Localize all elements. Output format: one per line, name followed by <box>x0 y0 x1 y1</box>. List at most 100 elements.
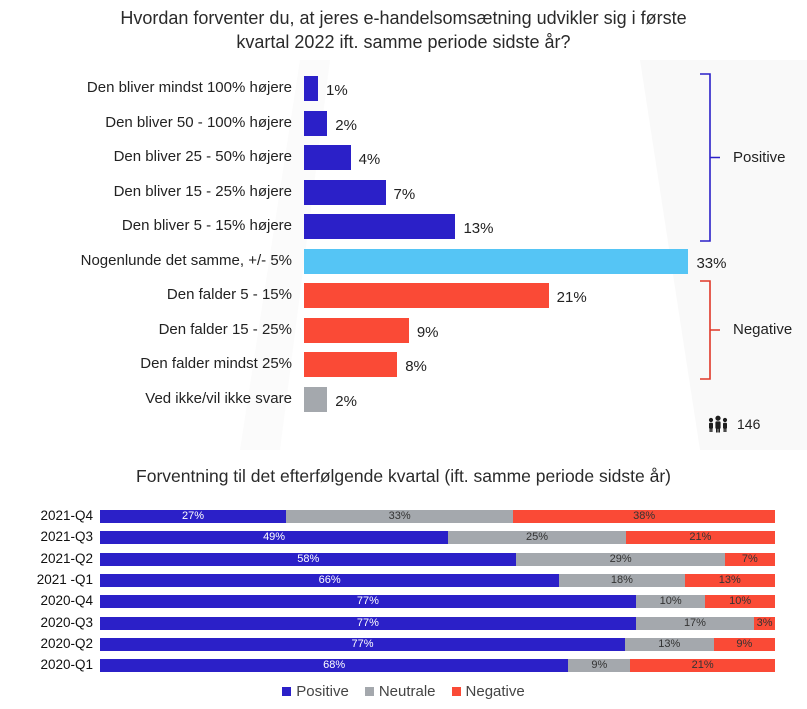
stacked-segment <box>568 659 631 673</box>
category-label: Ved ikke/vil ikke svare <box>145 389 292 407</box>
category-label: Den bliver 50 - 100% højere <box>105 113 292 131</box>
data-label: 2% <box>335 116 357 134</box>
bar <box>304 145 351 170</box>
segment-label: 7% <box>741 552 758 565</box>
stacked-segment <box>754 616 775 630</box>
stacked-segment <box>513 510 775 523</box>
stacked-segment <box>630 659 775 673</box>
segment-label: 10% <box>659 595 682 608</box>
legend-item: Negative <box>451 683 525 700</box>
segment-label: 49% <box>263 531 286 544</box>
chart-legend: Positive Neutrale Negative <box>0 683 807 700</box>
segment-label: 21% <box>689 531 712 544</box>
data-label: 21% <box>556 289 587 306</box>
stacked-segment <box>705 595 775 609</box>
segment-label: 77% <box>356 595 379 608</box>
row-label: 2021-Q4 <box>40 508 93 523</box>
segment-label: 77% <box>356 616 379 629</box>
segment-label: 58% <box>297 552 320 565</box>
bar <box>304 214 456 239</box>
row-label: 2021-Q3 <box>40 529 93 545</box>
stacked-segment <box>713 637 775 651</box>
segment-label: 77% <box>351 637 374 650</box>
stacked-segment <box>448 531 626 545</box>
stacked-segment <box>100 573 560 587</box>
row-label: 2020-Q2 <box>40 635 93 651</box>
row-label: 2021 -Q1 <box>36 571 93 587</box>
bar <box>304 317 409 343</box>
category-label: Den falder 15 - 25% <box>158 320 292 338</box>
segment-label: 21% <box>691 659 714 672</box>
stacked-segment <box>100 552 517 566</box>
segment-label: 25% <box>525 531 548 544</box>
category-label: Den bliver 25 - 50% højere <box>113 148 292 165</box>
stacked-segment <box>100 531 449 545</box>
stacked-segment <box>100 595 636 609</box>
data-label: 13% <box>463 220 494 237</box>
category-label: Den bliver 15 - 25% højere <box>113 182 292 200</box>
legend-swatch <box>282 687 292 696</box>
stacked-segment <box>635 616 755 630</box>
data-label: 8% <box>405 358 427 375</box>
row-label: 2020-Q4 <box>40 593 93 609</box>
legend-item: Neutrale <box>364 683 436 700</box>
stacked-segment <box>625 531 775 545</box>
segment-label: 68% <box>323 659 346 672</box>
segment-label: 38% <box>633 510 656 522</box>
segment-label: 33% <box>388 510 411 522</box>
group-braces <box>700 73 720 380</box>
stacked-segment <box>100 659 569 673</box>
category-label: Nogenlunde det samme, +/- 5% <box>80 251 292 269</box>
data-label: 2% <box>335 392 357 410</box>
segment-label: 29% <box>609 552 632 565</box>
question-title-line-1: Hvordan forventer du, at jeres e-handels… <box>120 8 687 28</box>
data-label: 33% <box>696 254 727 272</box>
segment-label: 9% <box>736 637 753 650</box>
category-label: Den falder 5 - 15% <box>166 286 292 303</box>
bar <box>304 76 318 101</box>
stacked-segment <box>100 510 286 523</box>
segment-label: 17% <box>683 616 706 629</box>
bar <box>304 386 328 412</box>
people-icon <box>708 415 728 433</box>
quarterly-stacked-bar-chart: 2021-Q4 27% 33% 38% 2021-Q3 49% 25% 21% 2021-Q2 5… <box>0 500 807 675</box>
segment-label: 18% <box>610 573 633 586</box>
quarterly-chart-title: Forventning til det efterfølgende kvarta… <box>136 466 671 486</box>
category-label: Den falder mindst 25% <box>140 355 292 372</box>
row-label: 2020-Q3 <box>40 614 93 630</box>
segment-label: 10% <box>729 595 752 608</box>
row-label: 2020-Q1 <box>40 657 93 673</box>
legend-swatch <box>451 687 461 696</box>
stacked-segment <box>100 616 636 630</box>
stacked-segment <box>635 595 706 609</box>
bar <box>304 179 386 205</box>
bar <box>304 283 549 308</box>
question-title-line-2: kvartal 2022 ift. samme periode sidste å… <box>236 32 571 52</box>
expectation-bar-chart: Den bliver mindst 100% højere 1% Den blive… <box>80 73 792 412</box>
segment-label: 9% <box>591 659 608 672</box>
data-label: 1% <box>326 82 348 99</box>
respondent-count: 146 <box>707 414 760 434</box>
legend-swatch <box>364 687 374 696</box>
bar <box>304 352 398 377</box>
stacked-segment <box>724 552 775 566</box>
group-brace <box>700 280 720 380</box>
question-title: Hvordan forventer du, at jeres e-handels… <box>0 6 807 54</box>
bar <box>304 248 689 274</box>
group-label: Positive <box>733 148 786 166</box>
segment-label: 13% <box>658 637 681 650</box>
group-brace <box>700 73 720 242</box>
legend-label: Neutrale <box>378 683 436 700</box>
legend-item: Positive <box>282 683 349 700</box>
segment-label: 13% <box>718 573 741 586</box>
data-label: 9% <box>416 323 439 341</box>
stacked-segment <box>684 573 775 587</box>
stacked-segment <box>100 637 625 651</box>
stacked-segment <box>516 552 725 566</box>
stacked-segment <box>559 573 685 587</box>
stacked-segment <box>625 637 714 651</box>
stacked-segment <box>285 510 514 523</box>
segment-label: 3% <box>756 616 773 629</box>
data-label: 7% <box>393 185 416 203</box>
segment-label: 27% <box>181 510 204 522</box>
